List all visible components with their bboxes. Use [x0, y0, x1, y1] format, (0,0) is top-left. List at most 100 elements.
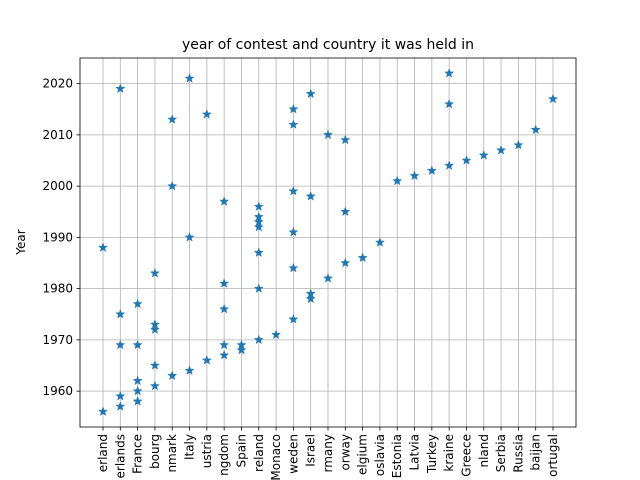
y-axis-label: Year [14, 229, 28, 255]
data-point [115, 401, 126, 411]
y-tick-label: 2020 [42, 77, 73, 91]
data-point [219, 196, 230, 206]
data-point [149, 324, 160, 334]
data-point [115, 83, 126, 94]
data-point [288, 103, 299, 114]
x-tick-label: ortugal [546, 434, 560, 477]
data-point [305, 191, 316, 201]
data-point [340, 134, 351, 145]
data-point [132, 298, 143, 309]
data-point [219, 339, 230, 350]
data-point [115, 308, 126, 319]
data-point [115, 339, 126, 350]
y-tick-label: 1980 [42, 282, 73, 296]
data-point [219, 278, 230, 288]
chart-title: year of contest and country it was held … [182, 37, 474, 53]
data-point [547, 93, 559, 104]
data-point [409, 170, 420, 181]
x-tick-label: kraine [442, 434, 456, 472]
y-tick-label: 2000 [42, 179, 73, 193]
data-point [444, 68, 455, 78]
data-point [288, 185, 299, 196]
x-tick-label: Israel [304, 434, 318, 467]
x-tick-label: Serbia [494, 434, 508, 472]
data-point [253, 211, 264, 222]
data-point [305, 88, 316, 99]
data-point [201, 109, 212, 119]
x-tick-label: reland [252, 434, 266, 472]
x-tick-label: Latvia [408, 434, 422, 471]
x-tick-label: Italy [183, 434, 197, 460]
x-tick-label: bourg [148, 434, 162, 469]
data-point [167, 180, 178, 191]
x-tick-label: erlands [113, 434, 127, 478]
y-tick-label: 2010 [42, 128, 73, 142]
data-point [392, 175, 403, 186]
data-point [219, 349, 230, 360]
data-point [219, 303, 230, 314]
data-point [201, 355, 212, 365]
data-point [288, 226, 299, 237]
data-point [132, 385, 143, 396]
data-point [444, 160, 455, 170]
data-point [271, 329, 282, 340]
y-tick-label: 1970 [42, 333, 73, 347]
x-tick-label: rmany [321, 434, 335, 472]
x-tick-label: Greece [459, 434, 473, 477]
data-point [184, 73, 195, 83]
x-tick-label: elgium [356, 434, 370, 475]
data-point [149, 319, 160, 329]
x-tick-label: Turkey [425, 434, 439, 474]
data-point [132, 375, 143, 386]
data-point [253, 247, 264, 258]
data-point [426, 165, 437, 176]
x-tick-label: orway [338, 434, 352, 471]
x-tick-label: weden [286, 434, 300, 474]
x-tick-label: nland [477, 434, 491, 468]
data-point [184, 232, 195, 242]
data-point [444, 98, 455, 109]
data-point [357, 252, 368, 263]
data-point [530, 124, 541, 135]
data-point [184, 365, 195, 375]
data-point [288, 262, 299, 273]
data-point [236, 344, 247, 355]
data-point [496, 144, 507, 155]
data-point [340, 206, 351, 217]
axes: erland erlands France bourg nmark Italy ustria… [42, 57, 577, 480]
data-point [478, 150, 489, 160]
x-tick-label: erland [96, 434, 110, 472]
data-point [253, 216, 264, 227]
data-point [461, 155, 472, 165]
x-tick-label: ustria [200, 434, 214, 468]
x-tick-label: oslavia [373, 434, 387, 476]
data-point [322, 129, 334, 140]
data-point [132, 339, 143, 350]
data-point [305, 293, 316, 304]
data-point [322, 273, 334, 283]
x-tick-label: Monaco [269, 434, 283, 480]
data-point [513, 139, 524, 150]
x-tick-label: Spain [234, 434, 248, 468]
x-tick-label: ngdom [217, 434, 231, 476]
data-point [288, 119, 299, 129]
data-point [132, 396, 143, 406]
data-point [253, 221, 264, 232]
y-tick-label: 1990 [42, 230, 73, 244]
data-point [167, 114, 178, 124]
data-point [288, 314, 299, 324]
data-point [305, 288, 316, 299]
data-point [374, 237, 385, 247]
data-point [149, 380, 160, 391]
x-tick-label: Russia [511, 434, 525, 473]
y-tick-label: 1960 [42, 384, 73, 398]
x-tick-label: nmark [165, 434, 179, 473]
x-tick-label: baijan [529, 434, 543, 471]
data-point [97, 406, 109, 416]
data-point [253, 334, 264, 345]
data-point [236, 339, 247, 350]
x-tick-label: France [131, 434, 145, 474]
x-tick-label: Estonia [390, 434, 404, 478]
data-point [149, 360, 160, 370]
data-point [253, 283, 264, 293]
